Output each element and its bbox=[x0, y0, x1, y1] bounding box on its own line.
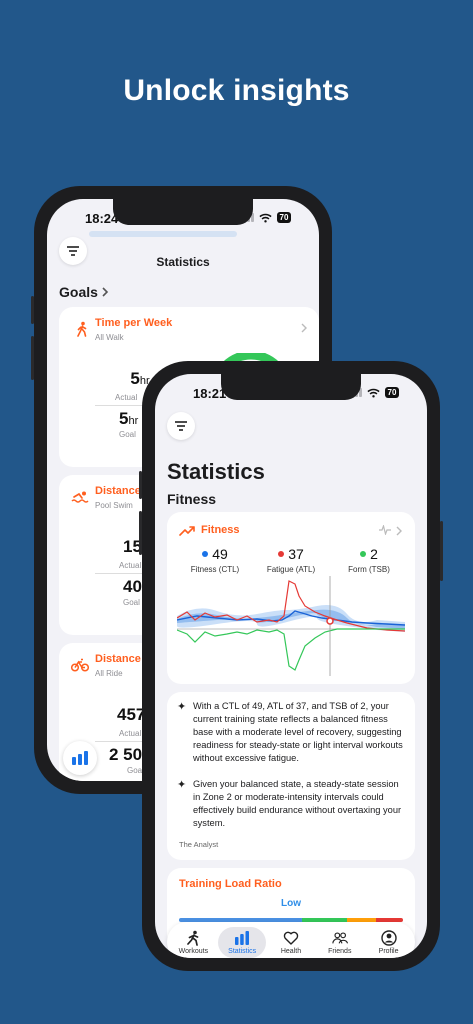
menu-button[interactable] bbox=[167, 412, 195, 440]
goal-target-label: Goal bbox=[123, 598, 140, 607]
goal-target-value: 2 500 bbox=[109, 745, 152, 764]
tab-friends[interactable]: Friends bbox=[316, 927, 364, 958]
wifi-icon bbox=[258, 213, 272, 223]
fitness-card-title: Fitness bbox=[201, 524, 240, 536]
goal-title: Distance bbox=[95, 653, 141, 665]
goals-heading-label: Goals bbox=[59, 284, 98, 300]
section-heading: Fitness bbox=[167, 491, 217, 507]
goal-actual-label: Actual bbox=[119, 729, 142, 738]
goal-target-value: 5hr bbox=[119, 409, 139, 428]
bike-icon bbox=[71, 658, 89, 672]
fitness-series-line bbox=[177, 610, 405, 626]
tab-label: Workouts bbox=[178, 947, 209, 955]
status-time: 18:21 bbox=[193, 386, 227, 401]
tab-bar: Workouts Statistics Health Friends Profi… bbox=[167, 922, 415, 958]
page-title: Statistics bbox=[167, 459, 265, 484]
tab-label: Health bbox=[280, 947, 302, 955]
screen-title: Statistics bbox=[156, 255, 210, 269]
tab-label: Profile bbox=[378, 947, 399, 955]
insight-author: The Analyst bbox=[179, 840, 219, 849]
chevron-right-icon bbox=[301, 323, 307, 333]
filter-icon bbox=[67, 246, 79, 256]
insights-card: ✦ With a CTL of 49, ATL of 37, and TSB o… bbox=[167, 692, 415, 860]
sparkle-icon: ✦ bbox=[177, 779, 187, 791]
goal-subtitle: Pool Swim bbox=[95, 501, 133, 510]
goal-actual-label: Actual bbox=[115, 393, 138, 402]
metric-form: 2 Form (TSB) bbox=[348, 546, 390, 574]
metric-fatigue: 37 Fatigue (ATL) bbox=[266, 546, 316, 574]
heartbeat-icon bbox=[379, 525, 391, 535]
goal-title: Distance bbox=[95, 485, 141, 497]
goals-heading[interactable]: Goals bbox=[59, 284, 109, 300]
form-series-line bbox=[177, 628, 405, 671]
statistics-fab[interactable] bbox=[63, 741, 97, 775]
tab-health[interactable]: Health bbox=[267, 927, 315, 958]
chart-confidence-band bbox=[177, 605, 405, 632]
goal-actual-label: Actual bbox=[119, 561, 142, 570]
headline: Unlock insights bbox=[123, 74, 350, 107]
bar-chart-icon bbox=[235, 930, 250, 945]
chart-cursor-point bbox=[326, 617, 334, 625]
insight-text: With a CTL of 49, ATL of 37, and TSB of … bbox=[193, 701, 403, 763]
training-load-bar bbox=[179, 918, 403, 922]
heart-icon bbox=[283, 931, 299, 945]
friends-icon bbox=[332, 931, 348, 944]
status-time: 18:24 bbox=[85, 211, 119, 226]
goal-target-label: Goal bbox=[119, 430, 136, 439]
bar-chart-icon bbox=[72, 751, 88, 765]
tab-workouts[interactable]: Workouts bbox=[169, 927, 217, 958]
tab-statistics[interactable]: Statistics bbox=[218, 926, 267, 958]
fitness-card[interactable]: Fitness 49 Fitness (CTL) 37 Fatigue (ATL… bbox=[167, 512, 415, 684]
goal-target-label: Goal bbox=[127, 766, 144, 775]
front-phone-frame: 18:21 70 Statistics Fitness Fitness 49 F… bbox=[139, 361, 443, 971]
wifi-icon bbox=[366, 388, 380, 398]
battery-icon: 70 bbox=[384, 387, 400, 398]
goal-subtitle: All Ride bbox=[95, 669, 123, 678]
swim-icon bbox=[71, 491, 89, 503]
runner-icon bbox=[187, 930, 199, 946]
filter-icon bbox=[175, 421, 187, 431]
training-load-level: Low bbox=[281, 898, 301, 909]
insight-text: Given your balanced state, a steady-stat… bbox=[193, 779, 402, 828]
trend-up-icon bbox=[179, 526, 195, 536]
menu-button[interactable] bbox=[59, 237, 87, 265]
training-load-title: Training Load Ratio bbox=[179, 878, 282, 890]
goal-subtitle: All Walk bbox=[95, 333, 124, 342]
profile-icon bbox=[380, 929, 397, 946]
fitness-chart bbox=[177, 576, 405, 676]
goal-title: Time per Week bbox=[95, 317, 173, 329]
chevron-right-icon bbox=[396, 526, 402, 536]
fatigue-series-line bbox=[177, 580, 405, 632]
battery-icon: 70 bbox=[276, 212, 292, 223]
walk-icon bbox=[77, 321, 87, 337]
tab-profile[interactable]: Profile bbox=[365, 927, 413, 958]
chevron-right-icon bbox=[102, 287, 109, 297]
metric-fitness: 49 Fitness (CTL) bbox=[190, 546, 240, 574]
tab-label: Statistics bbox=[228, 947, 257, 955]
front-phone-screen: 18:21 70 Statistics Fitness Fitness 49 F… bbox=[155, 374, 427, 958]
tab-label: Friends bbox=[328, 947, 352, 955]
sparkle-icon: ✦ bbox=[177, 701, 187, 713]
